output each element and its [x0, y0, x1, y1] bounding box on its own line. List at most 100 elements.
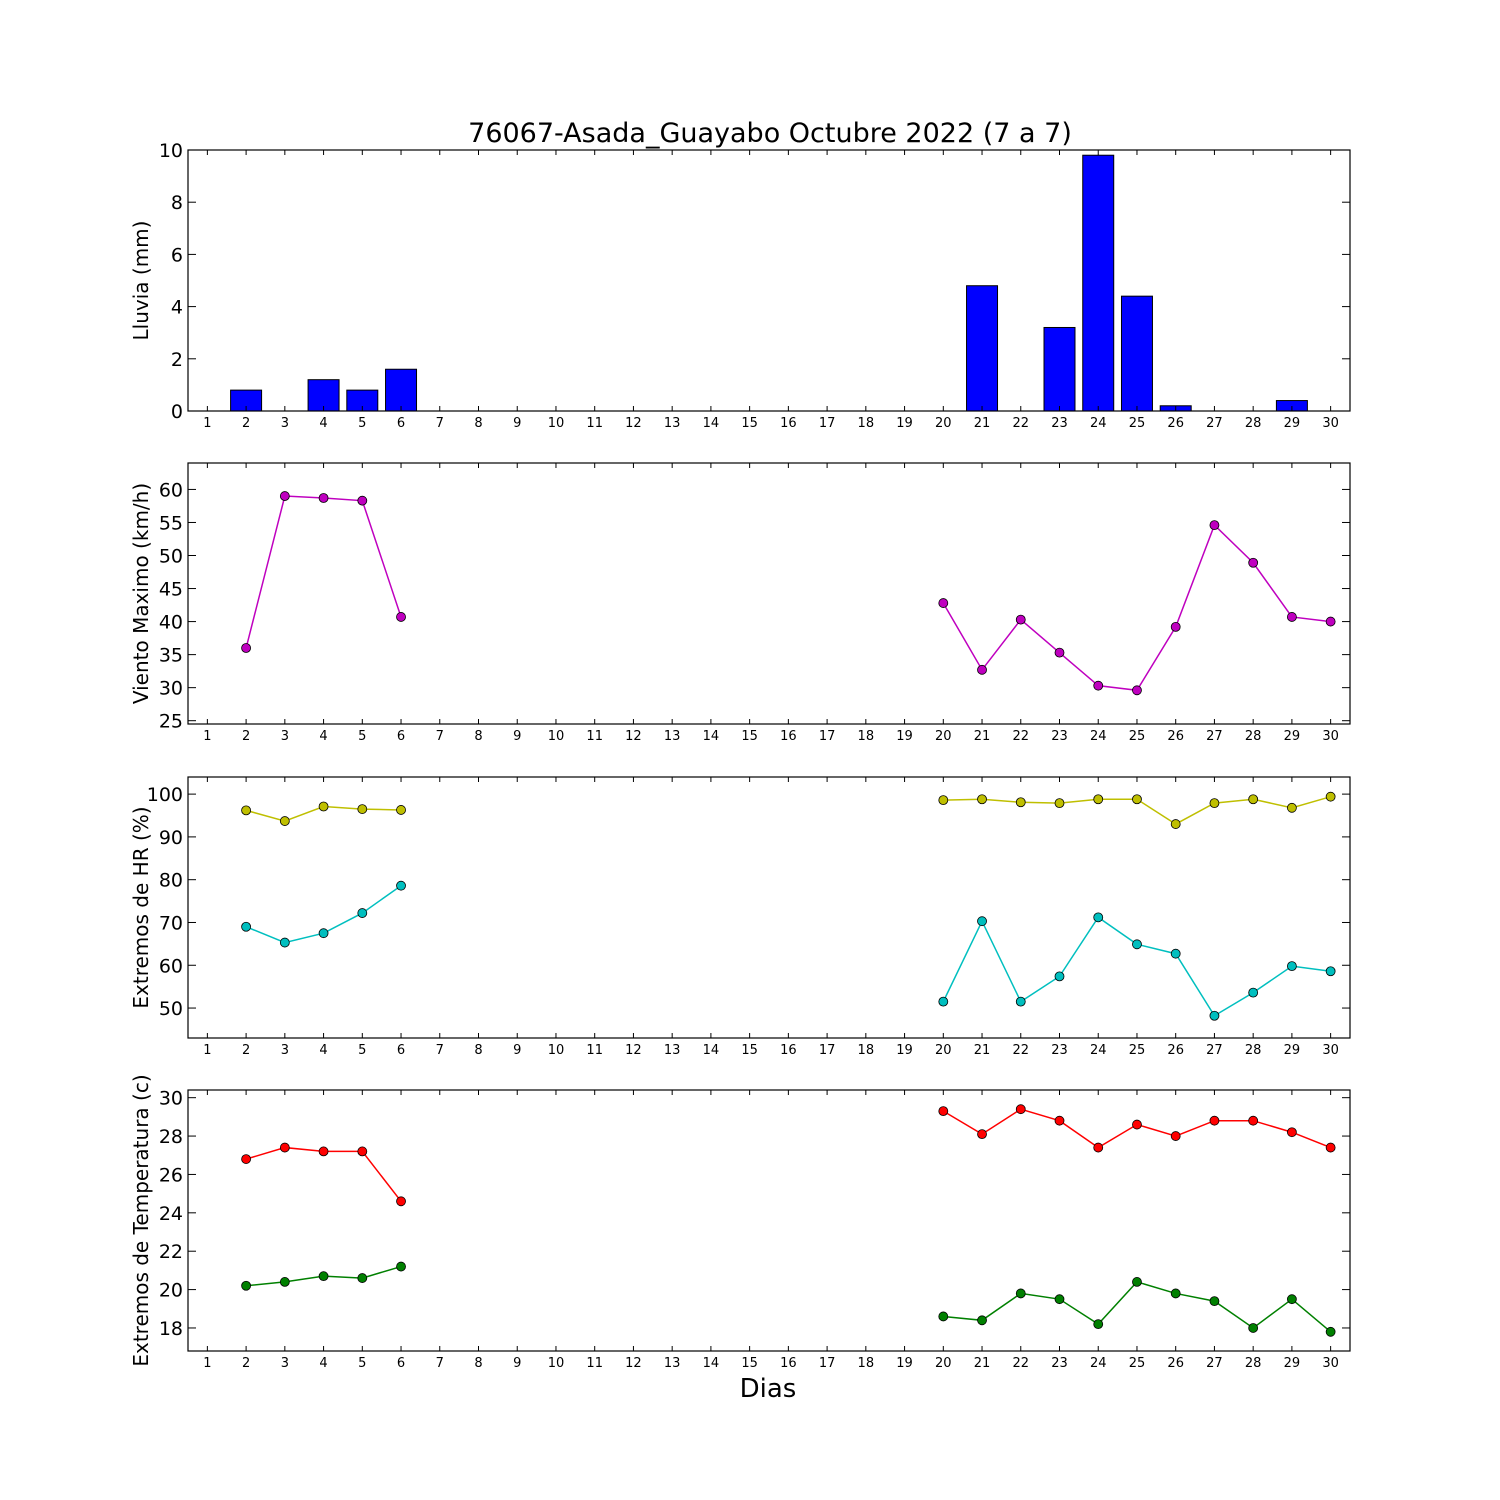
series-1-point-day-23	[1054, 971, 1065, 982]
x-tick-label-1: 1	[203, 1356, 211, 1371]
series-1-point-day-2	[241, 1280, 252, 1291]
x-tick-label-21: 21	[974, 1356, 991, 1371]
series-0-point-day-26	[1170, 1131, 1181, 1141]
x-tick-label-25: 25	[1129, 729, 1146, 744]
x-tick-label-26: 26	[1167, 416, 1184, 431]
x-tick-label-20: 20	[935, 1043, 952, 1058]
series-0-point-day-30	[1325, 616, 1336, 627]
series-0-point-day-27	[1209, 798, 1220, 808]
series-1-point-day-21	[977, 1315, 987, 1326]
bar-day-21	[966, 285, 999, 412]
x-tick-label-2: 2	[242, 1043, 250, 1058]
series-0-point-day-4	[318, 493, 329, 503]
series-1-point-day-25	[1132, 939, 1142, 950]
y-tick-label-6: 6	[171, 244, 183, 266]
x-tick-label-22: 22	[1012, 1356, 1029, 1371]
x-tick-label-24: 24	[1090, 1356, 1107, 1371]
plot-frame	[187, 1089, 1351, 1352]
x-tick-label-23: 23	[1051, 729, 1068, 744]
bar-day-24	[1082, 154, 1115, 412]
x-tick-label-10: 10	[548, 1043, 565, 1058]
x-tick-label-18: 18	[858, 1356, 875, 1371]
x-tick-label-10: 10	[548, 729, 565, 744]
chart-title: 76067-Asada_Guayabo Octubre 2022 (7 a 7)	[468, 118, 1072, 149]
x-tick-label-28: 28	[1245, 729, 1262, 744]
series-0-point-day-20	[938, 795, 949, 806]
x-tick-label-6: 6	[397, 1356, 405, 1371]
x-tick-label-7: 7	[436, 1356, 444, 1371]
series-1-point-day-5	[357, 1273, 368, 1283]
series-0-point-day-28	[1248, 794, 1259, 805]
bar-day-25	[1120, 295, 1153, 412]
series-0-point-day-29	[1287, 802, 1297, 813]
series-0-point-day-23	[1054, 1115, 1065, 1126]
plot-area	[188, 463, 1350, 724]
series-1-point-day-26	[1170, 948, 1181, 959]
temperature-panel: 1 2 3 4 5 6 7 8 9 10 11 12 13 14 15 16 17 18 19 20 21 22 23 24 2…	[129, 1074, 1351, 1371]
x-tick-label-29: 29	[1284, 1356, 1301, 1371]
rain-panel: 1 2 3 4 5 6 7 8 9 10 11 12 13 14 15 16 17 18 19 20 21 22 23 24 2…	[129, 140, 1351, 431]
series-1-point-day-30	[1325, 1326, 1336, 1337]
x-tick-label-4: 4	[319, 729, 327, 744]
x-tick-label-15: 15	[741, 729, 758, 744]
y-tick-label-90: 90	[159, 827, 183, 849]
series-1-point-day-22	[1015, 1288, 1026, 1299]
series-0-point-day-22	[1015, 1104, 1026, 1115]
y-tick-label-26: 26	[159, 1164, 183, 1186]
x-tick-label-12: 12	[625, 416, 642, 431]
x-axis-label: Dias	[740, 1374, 797, 1404]
x-tick-label-9: 9	[513, 1043, 521, 1058]
series-1-point-day-28	[1248, 1323, 1259, 1333]
x-tick-label-25: 25	[1129, 1043, 1146, 1058]
x-tick-label-24: 24	[1090, 729, 1107, 744]
y-tick-label-20: 20	[159, 1280, 183, 1302]
x-tick-label-26: 26	[1167, 729, 1184, 744]
y-axis-label: Extremos de Temperatura (c)	[129, 1074, 153, 1366]
x-tick-label-18: 18	[858, 416, 875, 431]
x-tick-label-16: 16	[780, 1356, 797, 1371]
y-tick-label-80: 80	[159, 870, 183, 892]
series-1-point-day-23	[1054, 1294, 1065, 1305]
x-tick-label-21: 21	[974, 1043, 991, 1058]
x-tick-label-25: 25	[1129, 416, 1146, 431]
x-tick-label-11: 11	[586, 1356, 603, 1371]
x-tick-label-27: 27	[1206, 1356, 1223, 1371]
x-tick-label-11: 11	[586, 1043, 603, 1058]
series-1-point-day-26	[1170, 1288, 1181, 1299]
x-tick-label-20: 20	[935, 729, 952, 744]
x-tick-label-1: 1	[203, 729, 211, 744]
x-tick-label-28: 28	[1245, 416, 1262, 431]
series-0-point-day-24	[1093, 680, 1104, 691]
x-tick-label-4: 4	[319, 1356, 327, 1371]
x-tick-label-16: 16	[780, 729, 797, 744]
x-tick-label-30: 30	[1322, 1043, 1339, 1058]
y-tick-label-8: 8	[171, 192, 183, 214]
y-tick-label-35: 35	[159, 645, 183, 667]
x-tick-label-23: 23	[1051, 1356, 1068, 1371]
series-0-point-day-21	[977, 1129, 987, 1140]
series-0-point-day-5	[357, 495, 368, 506]
x-tick-label-16: 16	[780, 416, 797, 431]
y-axis-label: Extremos de HR (%)	[129, 806, 153, 1008]
series-0-point-day-23	[1054, 798, 1065, 808]
x-tick-label-23: 23	[1051, 416, 1068, 431]
y-tick-label-60: 60	[159, 479, 183, 501]
series-0-point-day-25	[1132, 794, 1142, 805]
humidity-panel: 1 2 3 4 5 6 7 8 9 10 11 12 13 14 15 16 17 18 19 20 21 22 23 24 2…	[129, 776, 1351, 1058]
series-1-point-day-5	[357, 908, 368, 918]
plot-area	[188, 1090, 1350, 1351]
x-tick-label-14: 14	[703, 729, 720, 744]
x-tick-label-30: 30	[1322, 416, 1339, 431]
y-tick-label-10: 10	[159, 140, 183, 162]
series-0-point-day-2	[241, 1154, 252, 1164]
x-tick-label-5: 5	[358, 416, 366, 431]
x-tick-label-10: 10	[548, 1356, 565, 1371]
x-tick-label-13: 13	[664, 1043, 681, 1058]
x-tick-label-6: 6	[397, 1043, 405, 1058]
x-tick-label-27: 27	[1206, 416, 1223, 431]
x-tick-label-1: 1	[203, 416, 211, 431]
series-1-point-day-27	[1209, 1296, 1220, 1307]
y-tick-label-4: 4	[171, 297, 183, 319]
series-0-point-day-20	[938, 1106, 949, 1117]
y-tick-label-50: 50	[159, 998, 183, 1020]
